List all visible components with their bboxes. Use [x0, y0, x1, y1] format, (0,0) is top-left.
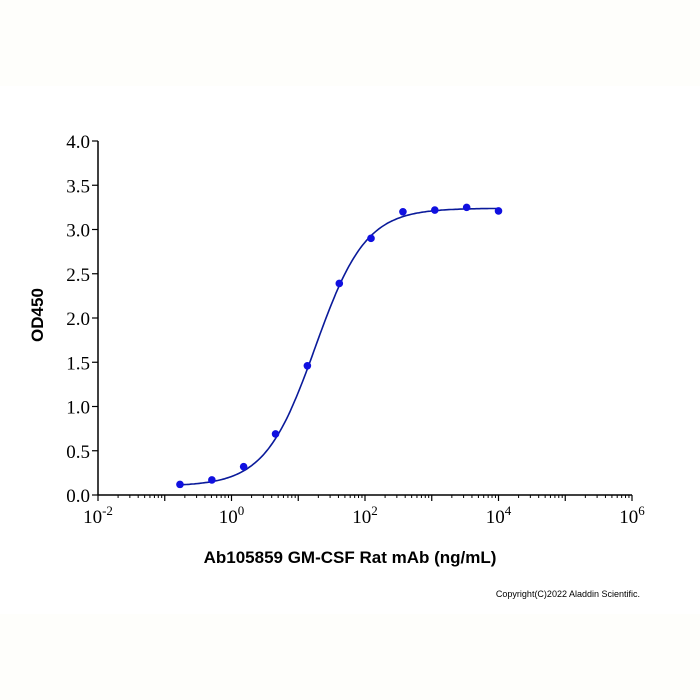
x-tick-label: 10-2	[83, 503, 113, 528]
x-tick-label: 102	[352, 503, 378, 528]
data-point	[303, 361, 312, 370]
y-tick-label: 2.0	[66, 309, 90, 330]
data-point	[494, 207, 503, 215]
fit-curve	[179, 207, 499, 486]
copyright-text: Copyright(C)2022 Aladdin Scientific.	[495, 589, 640, 599]
x-tick-label: 104	[486, 503, 512, 528]
y-tick-label: 4.0	[66, 132, 90, 153]
data-point	[208, 476, 216, 484]
data-point	[176, 480, 184, 489]
y-tick-label: 2.5	[66, 265, 90, 286]
y-tick-label: 1.0	[66, 398, 90, 419]
data-point	[431, 206, 439, 214]
x-axis-label: Ab105859 GM-CSF Rat mAb (ng/mL)	[203, 548, 497, 567]
data-point	[271, 430, 280, 438]
y-tick-label: 3.5	[66, 176, 90, 197]
data-point	[335, 279, 344, 288]
y-tick-label: 0.5	[66, 442, 90, 463]
data-point	[367, 234, 375, 243]
data-point	[239, 462, 248, 471]
y-tick-label: 3.0	[66, 221, 90, 242]
chart-panel	[0, 86, 700, 614]
data-point	[399, 208, 407, 216]
y-tick-label: 0.0	[66, 486, 90, 507]
y-tick-label: 1.5	[66, 353, 90, 374]
y-axis-label: OD450	[28, 288, 47, 342]
x-tick-label: 100	[219, 503, 245, 528]
x-tick-label: 106	[619, 503, 645, 528]
data-point	[462, 203, 471, 212]
